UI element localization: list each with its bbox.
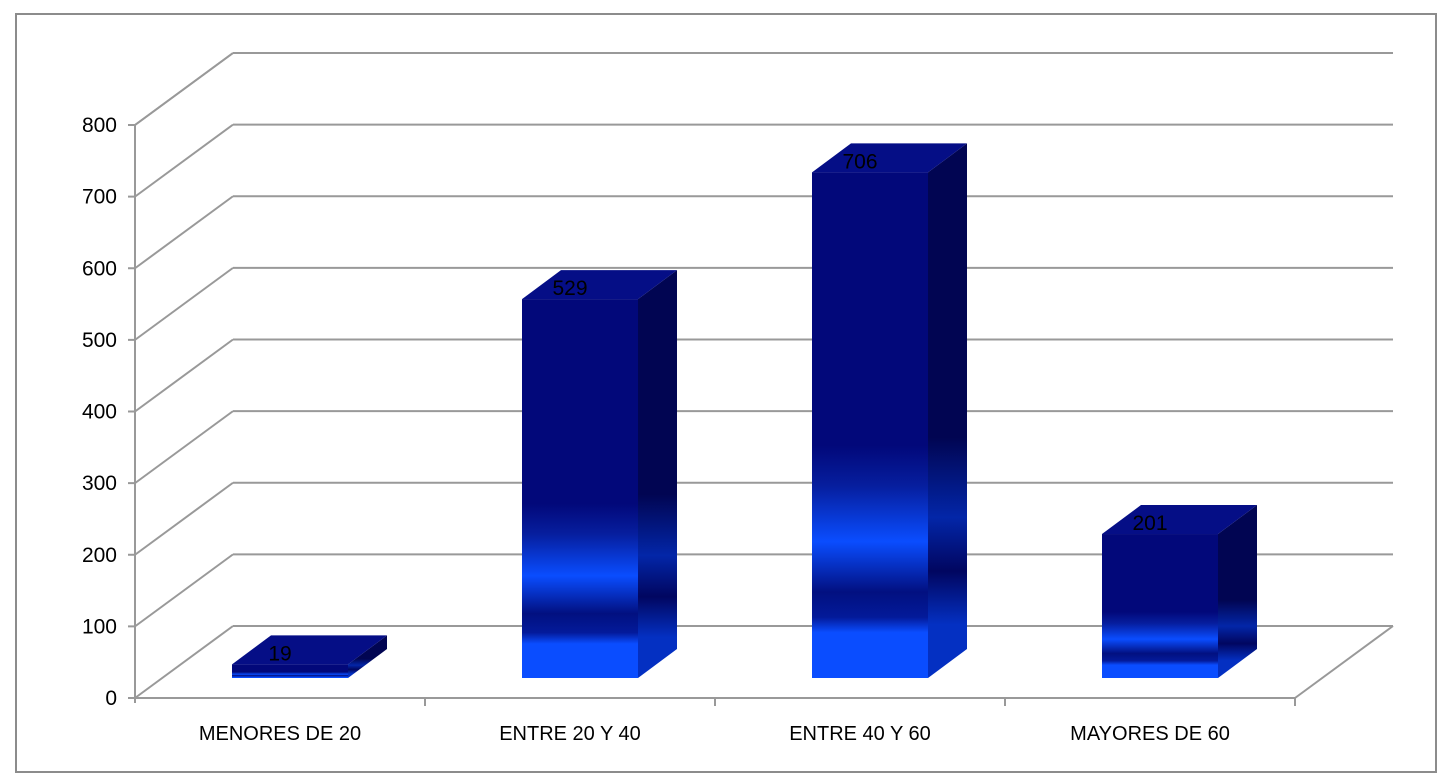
bar-top-face (812, 143, 967, 173)
bar-top-face (522, 270, 677, 300)
data-label: 201 (1132, 512, 1167, 535)
bar-front-face (1102, 534, 1218, 678)
gridline-diagonal (134, 410, 234, 484)
y-tick-label: 200 (82, 544, 117, 567)
y-tick-label: 0 (105, 687, 117, 710)
bar-side-face (348, 635, 387, 678)
bar (522, 270, 677, 678)
bar-side-face (1218, 505, 1257, 678)
bar (1102, 505, 1257, 678)
data-labels: 19 529 706 201 (268, 150, 1167, 665)
bar-front-face (812, 172, 928, 678)
bar-side-face (928, 143, 967, 678)
y-tick-label: 300 (82, 472, 117, 495)
data-label: 706 (842, 150, 877, 173)
bar-front-face (522, 299, 638, 678)
data-label: 529 (552, 277, 587, 300)
bar (232, 635, 387, 678)
y-tick-label: 500 (82, 329, 117, 352)
bar (812, 143, 967, 678)
gridline-diagonal (134, 123, 234, 198)
bar-top-face (1102, 505, 1257, 535)
y-tick-label: 700 (82, 186, 117, 209)
y-tick-label: 800 (82, 114, 117, 137)
y-tick-label: 100 (82, 615, 117, 638)
gridline-diagonal (134, 52, 234, 126)
gridline-diagonal (134, 625, 234, 699)
x-category-label: MENORES DE 20 (199, 723, 361, 745)
gridline-diagonal (134, 553, 234, 628)
x-category-label: ENTRE 20 Y 40 (499, 723, 641, 745)
gridline-diagonal (134, 267, 234, 341)
y-tick-label: 600 (82, 257, 117, 280)
bar-side-face (638, 270, 677, 678)
gridline-diagonal (134, 195, 234, 270)
bar-top-face (232, 635, 387, 665)
x-category-label: ENTRE 40 Y 60 (789, 723, 931, 745)
x-category-label: MAYORES DE 60 (1070, 723, 1230, 745)
gridline-diagonal (134, 481, 234, 556)
x-axis-labels: MENORES DE 20 ENTRE 20 Y 40 ENTRE 40 Y 60 M… (199, 723, 1230, 745)
bars (232, 143, 1257, 678)
y-axis-ticks: 0 100 200 300 400 500 600 700 800 (82, 114, 135, 710)
floor-right-edge (1294, 625, 1394, 699)
y-tick-label: 400 (82, 401, 117, 424)
gridline-diagonal (134, 338, 234, 413)
bar-front-face (232, 664, 348, 678)
data-label: 19 (268, 642, 291, 665)
